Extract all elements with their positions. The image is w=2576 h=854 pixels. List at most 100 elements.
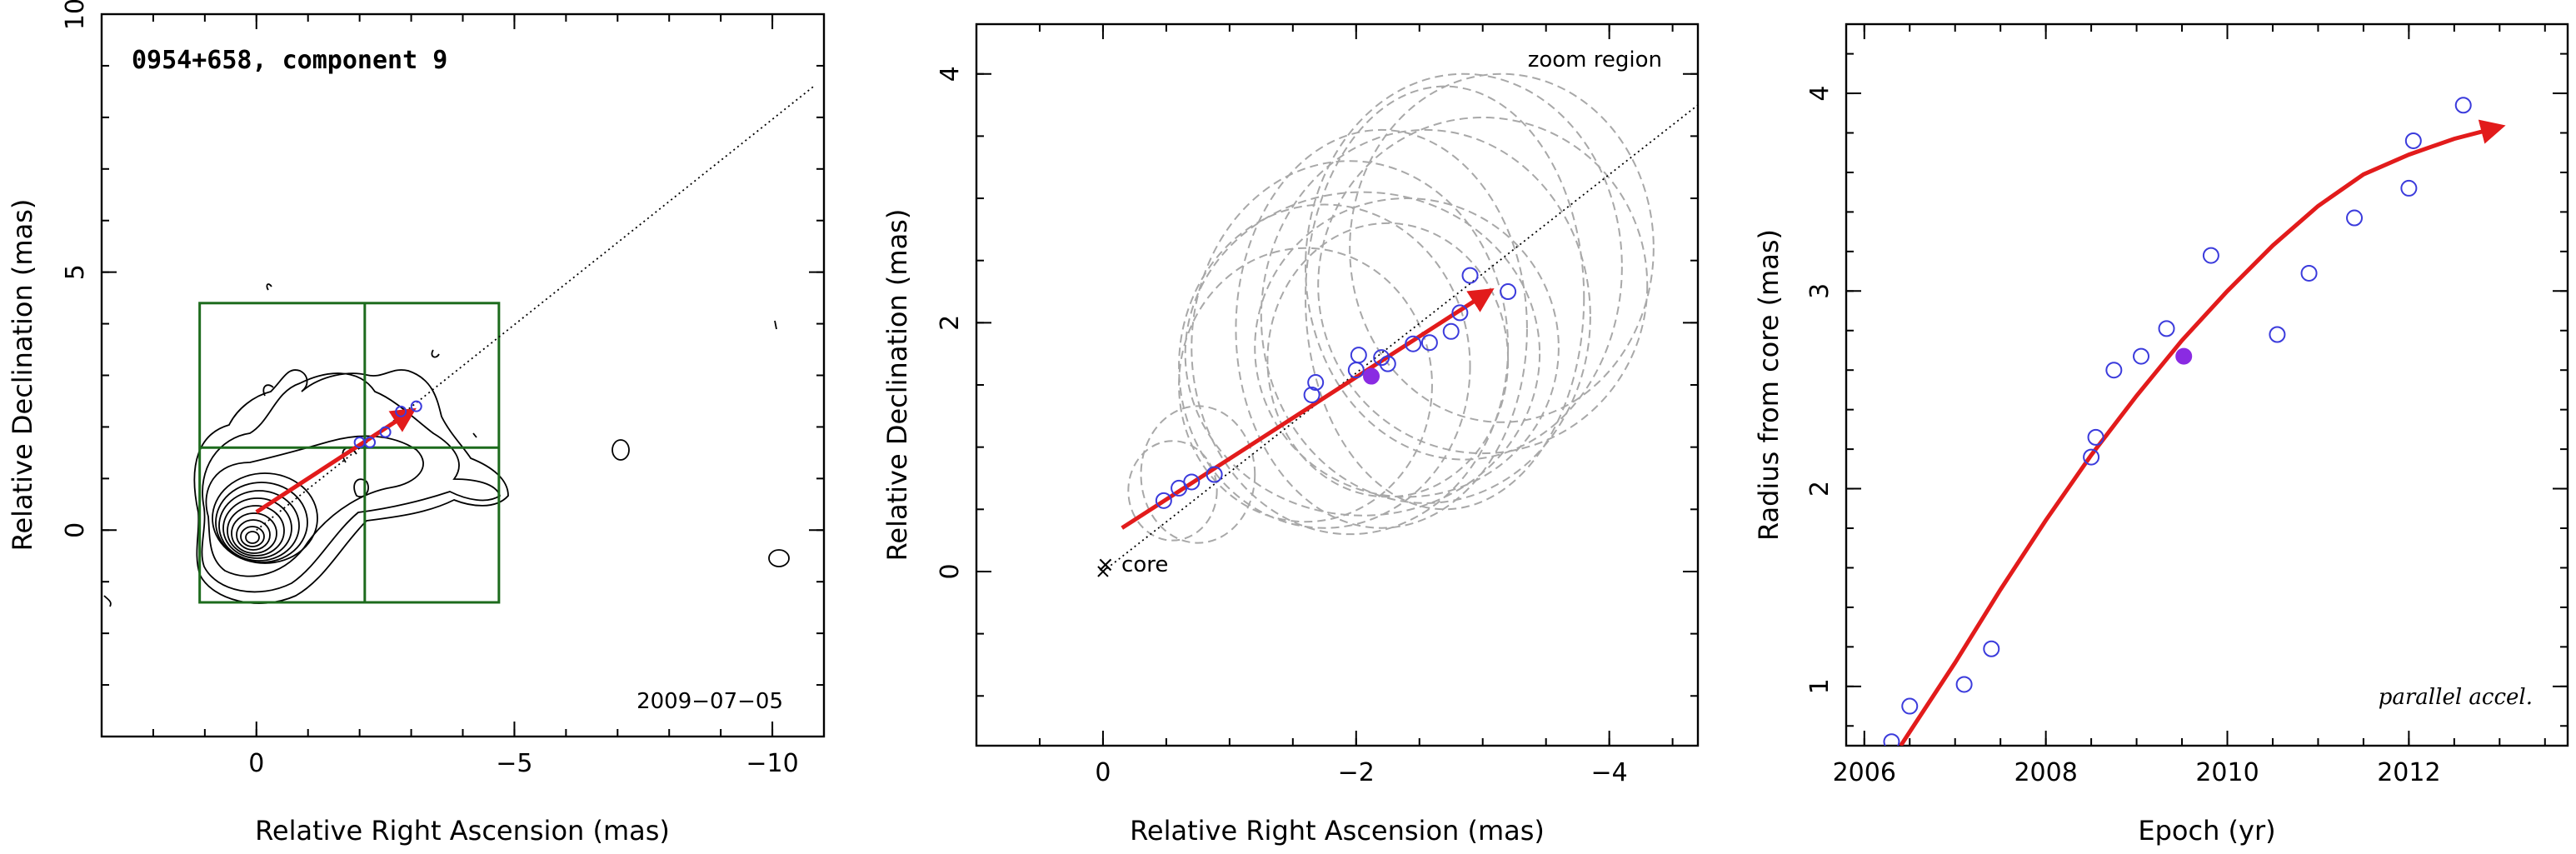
highlighted-epoch-point (1363, 367, 1380, 385)
map-y-axis-label: Relative Declination (mas) (7, 199, 38, 552)
core-marker (1097, 566, 1109, 577)
data-point (1461, 267, 1479, 284)
contour (266, 283, 272, 291)
data-point (2133, 347, 2150, 365)
radius-y-axis-label: Radius from core (mas) (1753, 229, 1785, 541)
data-point (1442, 322, 1460, 340)
error-ellipse (1178, 247, 1433, 523)
x-tick-label: 2012 (2377, 758, 2440, 787)
contour (236, 519, 271, 551)
x-tick-label: 0 (248, 749, 264, 778)
zoom-x-axis-label: Relative Right Ascension (mas) (1130, 815, 1545, 847)
zoom-ticks (976, 24, 1698, 746)
error-ellipse (1266, 222, 1510, 498)
y-tick-label: 5 (61, 264, 90, 280)
map-date-label: 2009−07−05 (637, 689, 783, 714)
contour (768, 549, 790, 567)
zoom-region-label: zoom region (1528, 47, 1662, 72)
map-title: 0954+658, component 9 (132, 46, 447, 75)
y-tick-label: 0 (61, 522, 90, 538)
radius-tick-labels: 2006 2008 2010 2012 1 2 3 4 (1805, 85, 2441, 787)
contour (612, 439, 630, 461)
data-point (1500, 283, 1517, 301)
data-point (1307, 374, 1325, 392)
y-tick-label: 4 (936, 66, 965, 82)
core-label: × core (1096, 552, 1168, 577)
zoom-error-ellipses (1127, 72, 1655, 544)
data-point (2346, 209, 2364, 227)
data-point (1379, 355, 1396, 372)
contour (222, 497, 292, 559)
data-point (2087, 428, 2104, 446)
map-frame (100, 12, 826, 738)
data-point (410, 400, 422, 412)
y-tick-label: 2 (936, 315, 965, 331)
x-tick-label: 2010 (2195, 758, 2259, 787)
zoom-points (1097, 267, 1517, 577)
data-point (1901, 697, 1919, 715)
data-point (2105, 362, 2123, 379)
contour (201, 372, 502, 593)
data-point (2083, 448, 2100, 466)
data-point (1303, 386, 1320, 403)
data-point (2158, 320, 2175, 337)
error-ellipse (1191, 160, 1510, 536)
data-point (395, 405, 407, 417)
contour (218, 490, 300, 562)
map-ticks (101, 13, 825, 737)
y-tick-label: 2 (1805, 481, 1835, 497)
contour (212, 472, 318, 564)
x-tick-label: −4 (1591, 758, 1628, 787)
y-tick-label: 1 (1805, 678, 1835, 694)
error-ellipse (1127, 440, 1218, 542)
data-point (1183, 473, 1201, 491)
contour (205, 435, 424, 577)
radius-frame (1845, 22, 2569, 747)
error-ellipse (1254, 197, 1560, 498)
map-points (353, 400, 422, 449)
data-point (1373, 349, 1390, 367)
data-point (1451, 304, 1469, 322)
highlighted-epoch-point (2175, 347, 2193, 365)
data-point (2404, 132, 2422, 149)
radius-ticks (1846, 24, 2568, 746)
contour (227, 505, 285, 557)
y-tick-label: 3 (1805, 283, 1835, 299)
data-point (1983, 640, 2000, 657)
data-point (1955, 676, 1973, 693)
contour (431, 349, 440, 358)
y-tick-label: 0 (936, 563, 965, 579)
map-motion-arrow (255, 407, 417, 514)
data-point (2300, 264, 2318, 282)
contour (245, 531, 260, 544)
contour (103, 595, 112, 607)
data-point (1883, 733, 1900, 746)
data-point (2454, 97, 2472, 114)
zoom-box-outline (198, 302, 501, 604)
contour (472, 432, 477, 438)
map-contours (103, 283, 790, 607)
error-ellipse (1305, 72, 1623, 461)
data-point (364, 437, 377, 449)
panel-map: 0 −5 −10 0 5 10 (7, 0, 826, 847)
error-ellipse (1140, 405, 1256, 544)
error-ellipse (1317, 116, 1649, 455)
data-point (1155, 492, 1172, 509)
contour (774, 320, 777, 330)
zoom-tick-labels: 0 −2 −4 0 2 4 (936, 66, 1628, 787)
panel-radius: 2006 2008 2010 2012 1 2 3 4 parallel accel. Epo… (1753, 22, 2569, 847)
y-tick-label: 4 (1805, 85, 1835, 101)
zoom-motion-arrow (1121, 287, 1495, 530)
data-point (379, 426, 392, 438)
zoom-y-axis-label: Relative Declination (mas) (881, 209, 913, 562)
error-ellipse (1235, 128, 1528, 529)
data-point (2269, 326, 2286, 343)
zoom-trajectory-line (1102, 104, 1698, 572)
contour (262, 384, 274, 397)
x-tick-label: 2008 (2014, 758, 2077, 787)
contour (353, 478, 369, 498)
data-point (1350, 347, 1367, 364)
y-tick-label: 10 (61, 0, 90, 30)
data-point (1206, 466, 1223, 483)
contour (215, 482, 308, 563)
